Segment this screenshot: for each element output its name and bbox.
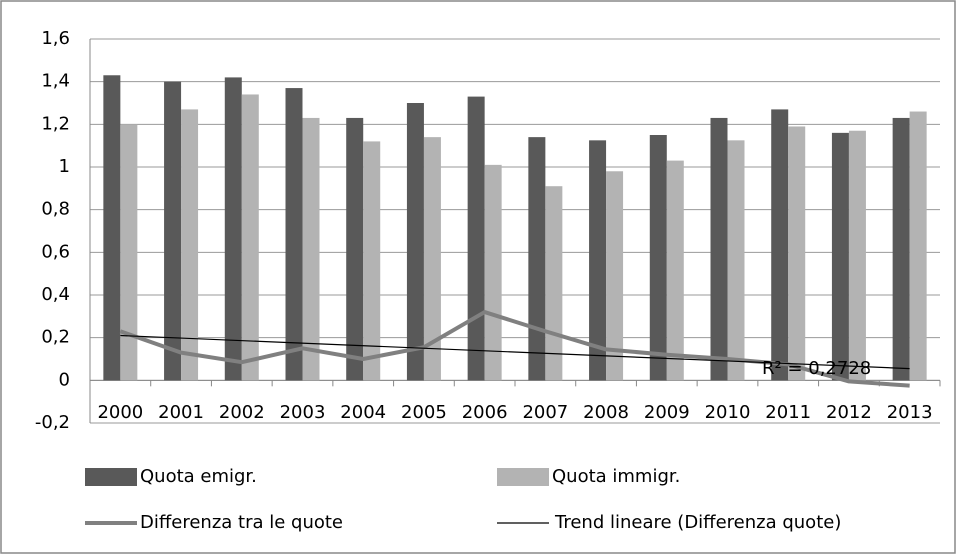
legend-label: Quota immigr. (552, 466, 680, 487)
legend-swatch (85, 468, 137, 486)
bar (346, 117, 364, 381)
bar (363, 141, 381, 381)
bar (831, 132, 849, 381)
bar (848, 130, 866, 381)
bar (181, 109, 199, 381)
x-tick-label: 2011 (765, 402, 811, 423)
y-tick-label: 1 (59, 156, 70, 177)
x-tick-label: 2008 (583, 402, 629, 423)
bar (788, 126, 806, 381)
bar (406, 103, 424, 381)
y-tick-label: 1,6 (41, 28, 70, 49)
bar (103, 75, 121, 381)
y-tick-label: 0,8 (41, 199, 70, 220)
legend-label: Trend lineare (Differenza quote) (554, 512, 841, 533)
bar (909, 111, 927, 381)
y-tick-label: 0 (59, 369, 70, 390)
bar (892, 117, 910, 381)
y-tick-label: 1,4 (41, 71, 70, 92)
bar (528, 137, 546, 381)
annotation: R² = 0,2728 (762, 358, 871, 379)
x-tick-label: 2001 (158, 402, 204, 423)
bar (727, 140, 745, 381)
legend-label: Quota emigr. (140, 466, 257, 487)
bar (224, 77, 242, 381)
y-tick-label: 0,4 (41, 284, 70, 305)
bar (649, 135, 667, 381)
x-tick-label: 2004 (340, 402, 386, 423)
x-tick-label: 2010 (705, 402, 751, 423)
bar (120, 124, 138, 381)
x-tick-label: 2002 (219, 402, 265, 423)
bar (467, 96, 485, 381)
x-tick-label: 2006 (462, 402, 508, 423)
y-tick-label: 0,2 (41, 327, 70, 348)
bar (666, 160, 684, 381)
x-tick-label: 2007 (522, 402, 568, 423)
bar (241, 94, 259, 381)
x-tick-label: 2005 (401, 402, 447, 423)
legend-swatch (497, 468, 549, 486)
trend-line (120, 334, 910, 370)
bar (302, 117, 320, 381)
y-tick-label: 0,6 (41, 241, 70, 262)
bar (589, 140, 607, 381)
bar (771, 109, 789, 381)
x-tick-label: 2003 (280, 402, 326, 423)
y-tick-label: -0,2 (35, 412, 70, 433)
x-tick-label: 2009 (644, 402, 690, 423)
x-tick-label: 2013 (887, 402, 933, 423)
bar (545, 186, 563, 381)
bar (606, 171, 624, 381)
x-tick-label: 2012 (826, 402, 872, 423)
bar (710, 117, 728, 381)
y-tick-label: 1,2 (41, 113, 70, 134)
x-tick-label: 2000 (97, 402, 143, 423)
legend-label: Differenza tra le quote (140, 512, 343, 533)
bar (285, 88, 303, 381)
bar (164, 81, 182, 381)
bar (423, 137, 441, 381)
bar (484, 164, 502, 381)
